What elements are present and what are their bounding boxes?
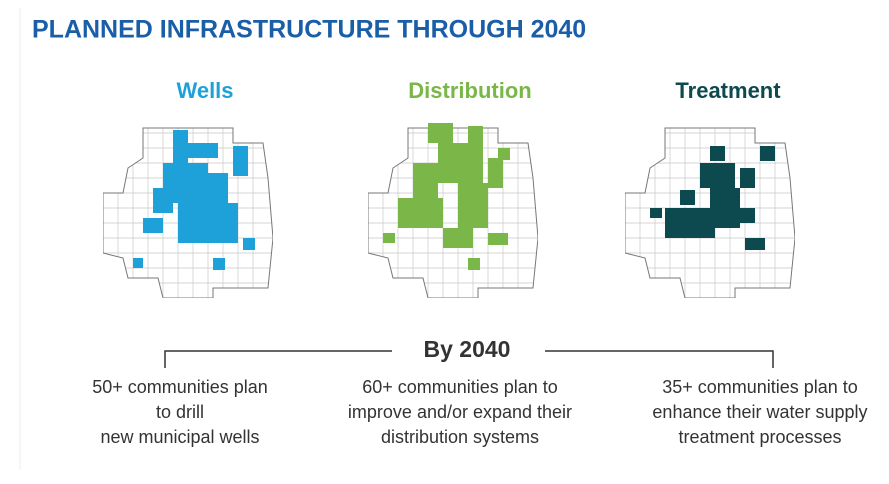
description: new municipal wells xyxy=(100,427,259,447)
description: improve and/or expand their xyxy=(348,402,572,422)
bracket xyxy=(164,350,774,368)
description: treatment processes xyxy=(678,427,841,447)
panel-label: Treatment xyxy=(675,78,781,103)
panel-label: Wells xyxy=(176,78,233,103)
description: 35+ communities plan to xyxy=(662,377,858,397)
map xyxy=(103,118,273,298)
service-areas xyxy=(650,146,775,250)
panel: Distribution 60+ communities plan to imp… xyxy=(348,78,572,447)
description: to drill xyxy=(156,402,204,422)
description: enhance their water supply xyxy=(652,402,867,422)
panel: Treatment 35+ communities plan to enhanc… xyxy=(625,78,868,447)
map xyxy=(625,118,795,298)
description: 60+ communities plan to xyxy=(362,377,558,397)
description: 50+ communities plan xyxy=(92,377,268,397)
service-areas xyxy=(133,130,255,270)
panel: Wells 50+ communities plan to drill new … xyxy=(92,78,273,447)
panel-label: Distribution xyxy=(408,78,531,103)
title: PLANNED INFRASTRUCTURE THROUGH 2040 xyxy=(32,16,586,44)
service-areas xyxy=(383,123,510,270)
center-label: By 2040 xyxy=(424,336,511,362)
map xyxy=(368,118,538,298)
description: distribution systems xyxy=(381,427,539,447)
